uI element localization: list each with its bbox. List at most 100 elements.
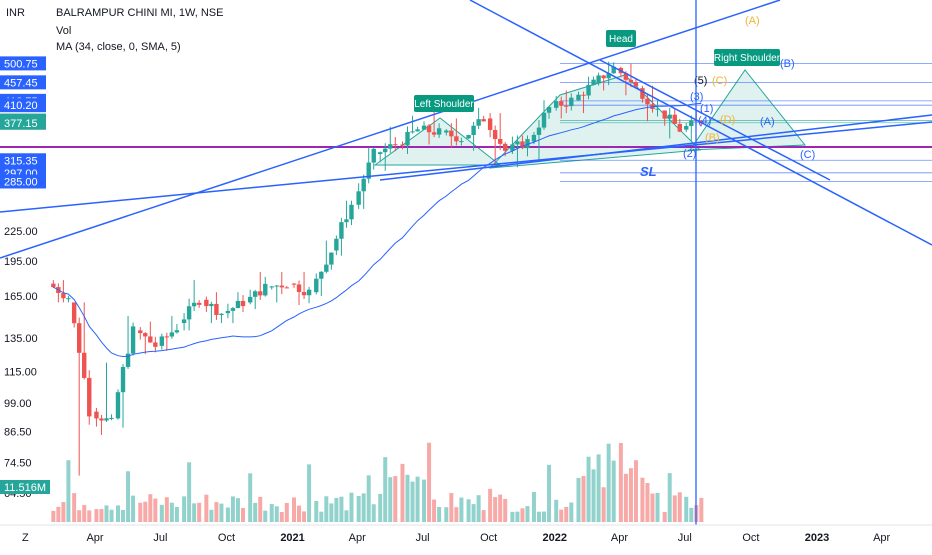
wave-labels: (B) (A) (C) (D) (A) (B) (3) (5) (4) (2) (1) (C) <box>683 15 815 161</box>
candle-body <box>109 417 114 419</box>
price-tick-label: 195.00 <box>4 256 38 268</box>
head-tag: Head <box>606 30 636 47</box>
price-badge-label: 315.35 <box>4 155 38 167</box>
candle-body <box>204 299 209 307</box>
candle-body <box>481 119 486 122</box>
volume-bar <box>400 463 405 522</box>
trend-lines <box>0 0 932 259</box>
candle-body <box>120 366 126 393</box>
candle-body <box>466 135 471 139</box>
price-tick-label: 165.00 <box>4 291 38 303</box>
candle-body <box>672 114 677 124</box>
timezone-icon[interactable]: Z <box>22 532 29 544</box>
candle-body <box>541 112 547 128</box>
volume-bar <box>410 481 415 522</box>
candle-body <box>400 144 405 146</box>
volume-legend[interactable]: Vol <box>56 25 71 37</box>
symbol-title[interactable]: BALRAMPUR CHINI MI, 1W, NSE <box>56 7 223 19</box>
candle-body <box>559 101 564 106</box>
time-axis[interactable]: Apr Jul Oct 2021 Apr Jul Oct 2022 Apr Jul Oct 2023 A… <box>86 532 890 544</box>
volume-bar <box>444 507 449 522</box>
candle-body <box>361 178 366 192</box>
volume-bar <box>164 497 169 522</box>
candle-body <box>51 283 56 288</box>
trend-line <box>0 121 932 213</box>
volume-bar <box>159 504 164 522</box>
moving-average <box>53 102 702 358</box>
ma-legend[interactable]: MA (34, close, 0, SMA, 5) <box>56 41 181 53</box>
candle-body <box>253 291 258 297</box>
trend-line <box>469 0 932 246</box>
wave-label: (5) <box>694 75 707 87</box>
candle-body <box>431 132 437 135</box>
price-axis[interactable]: 225.00 195.00 165.00 135.00 115.00 99.00 86.50… <box>0 56 50 500</box>
trend-line <box>379 114 932 181</box>
head-label: Head <box>609 34 633 45</box>
candle-body <box>314 278 319 293</box>
volume-bar <box>56 506 61 522</box>
price-tick-label: 86.50 <box>4 426 32 438</box>
candle-body <box>87 377 92 417</box>
volume-bar <box>564 506 569 522</box>
candle-body <box>214 303 219 315</box>
candle-body <box>66 298 71 300</box>
volume-bar <box>339 496 344 522</box>
candle-body <box>339 222 344 239</box>
candle-body <box>196 302 202 305</box>
candle-body <box>263 283 268 296</box>
candle-body <box>296 284 302 293</box>
volume-bar <box>356 496 361 522</box>
candle-body <box>601 75 606 79</box>
volume-bar <box>667 473 672 522</box>
volume-bar <box>454 507 459 522</box>
volume-bar <box>240 507 245 522</box>
candle-body <box>459 141 464 143</box>
volume-bar <box>601 487 606 522</box>
price-label-badge <box>0 56 46 71</box>
price-tick-label: 115.00 <box>4 367 37 379</box>
candle-body <box>655 108 660 110</box>
volume-bar <box>677 492 682 522</box>
volume-bar <box>82 504 87 522</box>
candle-body <box>662 110 667 119</box>
volume-bar <box>214 502 219 522</box>
candle-body <box>274 285 279 287</box>
volume-bar <box>174 506 179 522</box>
wave-label: (4) <box>698 115 711 127</box>
candle-body <box>99 418 104 421</box>
time-tick-label: Apr <box>611 532 628 544</box>
volume-bar <box>143 501 148 522</box>
candle-body <box>306 289 312 296</box>
volume-bar <box>77 510 82 522</box>
candle-body <box>258 291 263 296</box>
volume-bar <box>510 511 515 522</box>
price-label-badge <box>0 153 46 168</box>
time-tick-label: 2023 <box>805 532 829 544</box>
right-shoulder-tag: Right Shoulder <box>714 49 781 66</box>
candle-body <box>569 97 574 107</box>
volume-bar <box>640 477 645 522</box>
volume-bar <box>269 504 274 522</box>
volume-bar <box>51 510 56 522</box>
candle-body <box>520 141 525 149</box>
volume-bar <box>235 498 240 522</box>
volume-bar <box>319 511 324 522</box>
candle-body <box>623 73 629 80</box>
candle-body <box>209 303 214 307</box>
volume-bar <box>662 511 667 522</box>
volume-bar <box>334 497 339 522</box>
time-tick-label: Apr <box>86 532 103 544</box>
volume-bar <box>432 499 437 522</box>
volume-bar <box>182 496 187 522</box>
candle-body <box>415 129 420 132</box>
volume-bar <box>488 488 493 522</box>
time-tick-label: Jul <box>153 532 167 544</box>
volume-bar <box>349 492 354 522</box>
candle-body <box>611 66 616 74</box>
time-tick-label: 2022 <box>543 532 567 544</box>
volume-bar <box>388 477 393 522</box>
price-badge-label: 410.20 <box>4 100 38 112</box>
volume-bar <box>422 479 427 522</box>
